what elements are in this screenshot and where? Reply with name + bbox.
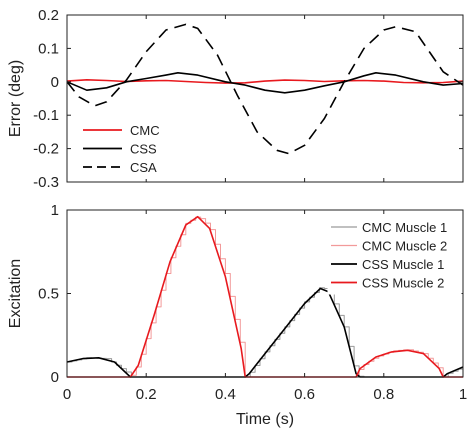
- x-tick-label: 0: [63, 386, 71, 403]
- series-line-cmc-muscle-1: [67, 287, 464, 378]
- error-chart: -0.3 -0.2 -0.1 0 0.1 0.2 Error (deg) CMC CSS CSA: [7, 7, 464, 191]
- series-line-css: [66, 72, 464, 94]
- legend: CMC Muscle 1 CMC Muscle 2 CSS Muscle 1 CSS …: [327, 215, 462, 295]
- y-tick-label: -0.1: [33, 107, 59, 124]
- legend-label-css-muscle-2: CSS Muscle 2: [362, 276, 444, 291]
- y-tick-label: 1: [51, 202, 59, 219]
- legend-label-css-muscle-1: CSS Muscle 1: [362, 257, 444, 272]
- series-line-css-muscle-2: [67, 215, 463, 378]
- y-tick-label: 0.1: [38, 40, 59, 57]
- legend: CMC CSS CSA: [80, 119, 190, 179]
- legend-box: [327, 215, 462, 295]
- series-line-csa: [66, 23, 464, 155]
- y-axis-label: Error (deg): [7, 60, 24, 137]
- y-tick-label: -0.2: [33, 141, 59, 158]
- x-tick-label: 0.4: [215, 386, 236, 403]
- y-tick-label: 0: [51, 369, 59, 386]
- y-tick-label: 0: [51, 74, 59, 91]
- x-tick-label: 0.2: [136, 386, 157, 403]
- legend-label-css: CSS: [130, 142, 157, 157]
- excitation-chart: 0 0.2 0.4 0.6 0.8 1 0 0.5 1 Excitation Time (s) CMC…: [7, 202, 467, 428]
- y-tick-label: -0.3: [33, 174, 59, 191]
- x-tick-label: 0.8: [373, 386, 394, 403]
- legend-label-cmc-muscle-2: CMC Muscle 2: [362, 239, 447, 254]
- legend-label-cmc: CMC: [130, 123, 160, 138]
- x-tick-label: 0.6: [294, 386, 315, 403]
- legend-label-csa: CSA: [130, 160, 157, 175]
- series-line-css-muscle-1: [66, 287, 464, 378]
- y-axis-label: Excitation: [7, 259, 24, 328]
- axes-box: [66, 14, 464, 183]
- y-tick-label: 0.2: [38, 7, 59, 24]
- x-axis-label: Time (s): [236, 411, 294, 428]
- legend-label-cmc-muscle-1: CMC Muscle 1: [362, 220, 447, 235]
- x-tick-label: 1: [459, 386, 467, 403]
- y-tick-label: 0.5: [38, 286, 59, 303]
